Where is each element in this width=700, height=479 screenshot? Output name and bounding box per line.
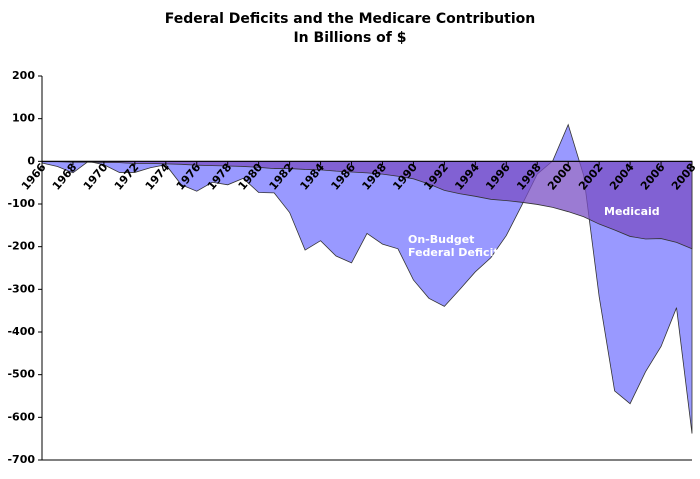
y-tick-label: -500 — [7, 368, 35, 381]
y-tick-label: 100 — [12, 112, 35, 125]
y-tick-label: -200 — [7, 240, 35, 253]
y-tick-label: -600 — [7, 410, 35, 423]
y-tick-label: 200 — [12, 69, 35, 82]
chart-title: Federal Deficits and the Medicare Contri… — [165, 11, 535, 27]
y-tick-label: -300 — [7, 282, 35, 295]
x-tick-label: 1966 — [19, 161, 49, 193]
y-tick-label: 0 — [27, 154, 35, 167]
area — [41, 123, 693, 434]
area — [41, 160, 693, 250]
chart-subtitle: In Billions of $ — [293, 30, 406, 46]
y-tick-label: -700 — [7, 453, 35, 466]
y-tick-label: -400 — [7, 325, 35, 338]
y-tick-label: -100 — [7, 197, 35, 210]
series-label: Medicaid — [604, 205, 660, 218]
series-label: On-Budget Federal Deficits — [408, 233, 506, 259]
